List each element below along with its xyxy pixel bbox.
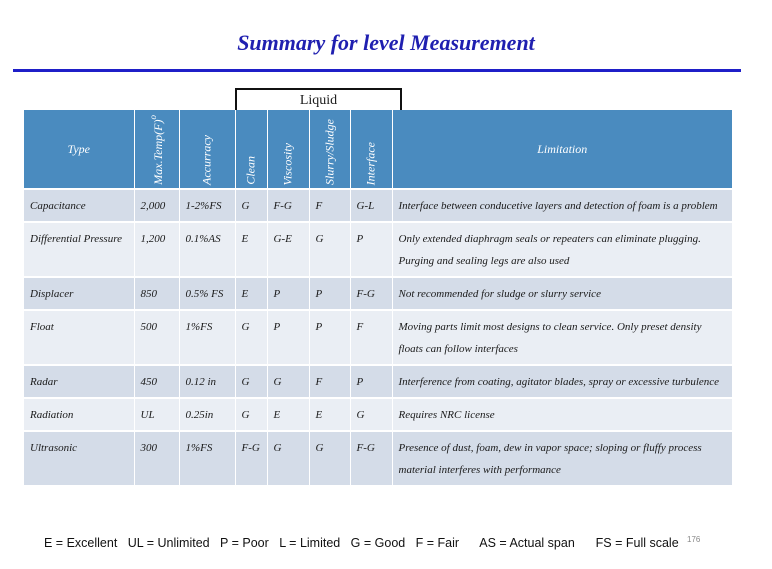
cell-viscosity: P: [267, 276, 310, 310]
cell-interface: P: [350, 221, 393, 277]
cell-interface: G-L: [350, 188, 393, 222]
header-accuracy: Accurracy: [179, 110, 236, 189]
cell-limitation: Requires NRC license: [392, 397, 732, 431]
slide-number: 176: [687, 535, 701, 544]
cell-interface: F: [350, 309, 393, 365]
cell-slurry: G: [309, 430, 351, 485]
table-body: Capacitance 2,000 1-2%FS G F-G F G-L Interface …: [24, 188, 732, 485]
legend-good: G = Good: [350, 536, 406, 550]
cell-slurry: F: [309, 364, 351, 398]
cell-accuracy: 1%FS: [179, 309, 236, 365]
header-limitation: Limitation: [392, 110, 732, 189]
cell-clean: G: [235, 188, 268, 222]
cell-slurry: F: [309, 188, 351, 222]
legend-fair: F = Fair: [415, 536, 460, 550]
cell-maxtemp: 500: [134, 309, 180, 365]
table-row: Capacitance 2,000 1-2%FS G F-G F G-L Interface …: [24, 188, 732, 222]
legend-poor: P = Poor: [220, 536, 269, 550]
cell-interface: F-G: [350, 430, 393, 485]
cell-maxtemp: 2,000: [134, 188, 180, 222]
header-viscosity: Viscosity: [267, 110, 310, 189]
header-accuracy-label: Accurracy: [199, 135, 214, 185]
legend-limited: L = Limited: [279, 536, 341, 550]
cell-slurry: P: [309, 309, 351, 365]
table-row: Differential Pressure 1,200 0.1%AS E G-E G P On…: [24, 221, 732, 277]
cell-clean: E: [235, 276, 268, 310]
header-clean: Clean: [235, 110, 268, 189]
cell-limitation: Presence of dust, foam, dew in vapor spa…: [392, 430, 732, 485]
title-divider: [13, 69, 741, 72]
table-row: Ultrasonic 300 1%FS F-G G G F-G Presence of dus…: [24, 430, 732, 485]
cell-maxtemp: 1,200: [134, 221, 180, 277]
header-interface: Interface: [350, 110, 393, 189]
table-row: Radar 450 0.12 in G G F P Interference from coa…: [24, 364, 732, 398]
header-clean-label: Clean: [243, 156, 258, 185]
cell-viscosity: G: [267, 364, 310, 398]
cell-interface: F-G: [350, 276, 393, 310]
cell-type: Displacer: [24, 276, 135, 310]
header-viscosity-label: Viscosity: [280, 142, 295, 185]
cell-viscosity: G: [267, 430, 310, 485]
cell-slurry: G: [309, 221, 351, 277]
cell-type: Ultrasonic: [24, 430, 135, 485]
cell-limitation: Interface between conducetive layers and…: [392, 188, 732, 222]
cell-type: Radiation: [24, 397, 135, 431]
cell-slurry: E: [309, 397, 351, 431]
summary-table: Type Max.Temp(F)o Accurracy Clean Viscos…: [24, 110, 732, 485]
table-header-row: Type Max.Temp(F)o Accurracy Clean Viscos…: [24, 110, 732, 189]
cell-viscosity: E: [267, 397, 310, 431]
cell-interface: P: [350, 364, 393, 398]
header-interface-label: Interface: [363, 141, 378, 185]
header-type: Type: [24, 110, 135, 189]
cell-limitation: Moving parts limit most designs to clean…: [392, 309, 732, 365]
cell-type: Capacitance: [24, 188, 135, 222]
cell-limitation: Not recommended for sludge or slurry ser…: [392, 276, 732, 310]
table-row: Displacer 850 0.5% FS E P P F-G Not recommended…: [24, 276, 732, 310]
cell-viscosity: G-E: [267, 221, 310, 277]
page-title: Summary for level Measurement: [237, 30, 535, 55]
cell-accuracy: 1%FS: [179, 430, 236, 485]
table-row: Radiation UL 0.25in G E E G Requires NRC licens…: [24, 397, 732, 431]
legend-full-scale: FS = Full scale: [595, 536, 679, 550]
cell-interface: G: [350, 397, 393, 431]
legend-unlimited: UL = Unlimited: [127, 536, 210, 550]
cell-accuracy: 1-2%FS: [179, 188, 236, 222]
cell-limitation: Only extended diaphragm seals or repeate…: [392, 221, 732, 277]
cell-slurry: P: [309, 276, 351, 310]
cell-maxtemp: 850: [134, 276, 180, 310]
cell-clean: E: [235, 221, 268, 277]
legend: E = Excellent UL = Unlimited P = Poor L …: [44, 536, 744, 550]
table-row: Float 500 1%FS G P P F Moving parts limit most …: [24, 309, 732, 365]
header-maxtemp-label: Max.Temp(F)o: [147, 115, 165, 185]
header-limitation-label: Limitation: [537, 141, 588, 156]
cell-viscosity: F-G: [267, 188, 310, 222]
cell-clean: G: [235, 397, 268, 431]
cell-type: Differential Pressure: [24, 221, 135, 277]
cell-type: Radar: [24, 364, 135, 398]
cell-maxtemp: UL: [134, 397, 180, 431]
legend-actual-span: AS = Actual span: [479, 536, 575, 550]
cell-accuracy: 0.12 in: [179, 364, 236, 398]
cell-maxtemp: 450: [134, 364, 180, 398]
cell-type: Float: [24, 309, 135, 365]
cell-clean: F-G: [235, 430, 268, 485]
cell-maxtemp: 300: [134, 430, 180, 485]
cell-viscosity: P: [267, 309, 310, 365]
liquid-group-label: Liquid: [235, 88, 402, 113]
cell-accuracy: 0.5% FS: [179, 276, 236, 310]
cell-clean: G: [235, 309, 268, 365]
header-maxtemp: Max.Temp(F)o: [134, 110, 180, 189]
header-type-label: Type: [67, 141, 90, 156]
header-slurry: Slurry/Sludge: [309, 110, 351, 189]
header-slurry-label: Slurry/Sludge: [322, 119, 336, 185]
cell-limitation: Interference from coating, agitator blad…: [392, 364, 732, 398]
legend-excellent: E = Excellent: [44, 536, 118, 550]
cell-accuracy: 0.25in: [179, 397, 236, 431]
header-maxtemp-superscript: o: [147, 115, 158, 120]
cell-accuracy: 0.1%AS: [179, 221, 236, 277]
cell-clean: G: [235, 364, 268, 398]
